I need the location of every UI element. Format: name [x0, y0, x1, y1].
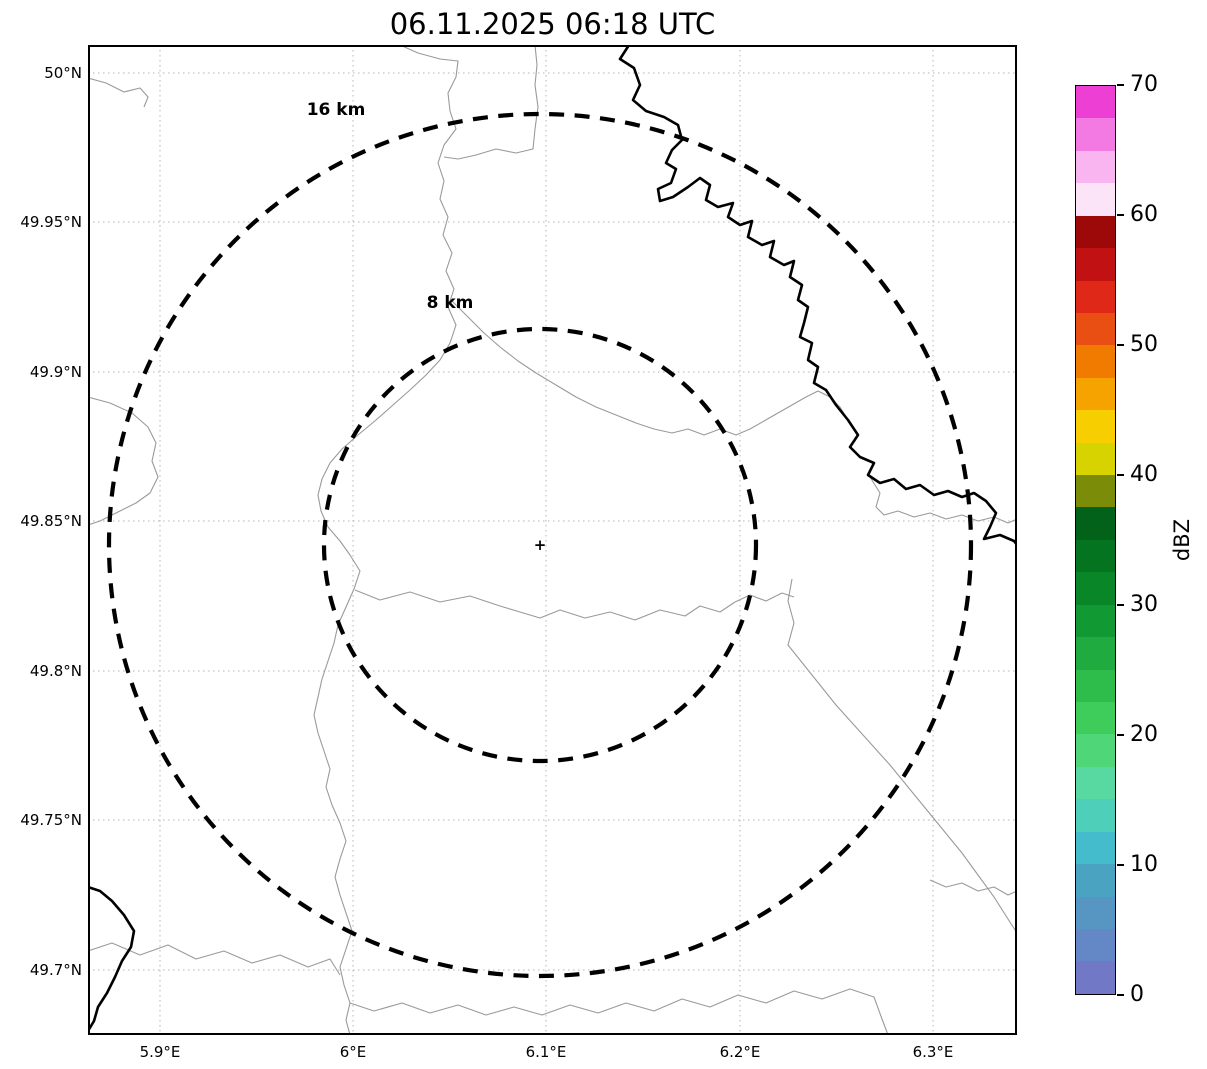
colorbar-axis-label: dBZ: [1158, 85, 1206, 995]
river-lines: [88, 45, 1017, 1033]
colorbar-tick-mark: [1117, 734, 1124, 736]
y-tick-label: 50°N: [44, 64, 82, 82]
boundary-line: [88, 77, 149, 108]
colorbar-tick-label: 10: [1130, 852, 1158, 877]
colorbar-segment: [1076, 377, 1115, 411]
y-tick-label: 49.8°N: [29, 662, 82, 680]
plot-title: 06.11.2025 06:18 UTC: [389, 7, 716, 41]
boundary-line: [443, 45, 539, 160]
x-tick-label: 5.9°E: [139, 1043, 181, 1061]
colorbar-tick-label: 70: [1130, 72, 1158, 97]
colorbar-segment: [1076, 215, 1115, 249]
boundary-line: [450, 299, 849, 436]
colorbar-segment: [1076, 280, 1115, 313]
y-tick-label: 49.85°N: [20, 512, 82, 530]
colorbar-segment: [1076, 572, 1115, 605]
colorbar-segment: [1076, 118, 1115, 151]
gridlines: [88, 45, 1017, 1035]
colorbar-tick-mark: [1117, 84, 1124, 86]
colorbar-axis-label-text: dBZ: [1170, 518, 1194, 562]
colorbar-segment: [1076, 410, 1115, 443]
colorbar-segment: [1076, 183, 1115, 216]
colorbar: [1075, 85, 1116, 995]
colorbar-tick-label: 60: [1130, 202, 1158, 227]
boundary-line: [929, 879, 1017, 896]
colorbar-segment: [1076, 831, 1115, 865]
colorbar-segment: [1076, 86, 1115, 119]
colorbar-segment: [1076, 150, 1115, 184]
colorbar-tick-label: 30: [1130, 592, 1158, 617]
boundary-line: [88, 942, 341, 976]
x-tick-label: 6°E: [339, 1043, 367, 1061]
colorbar-segment: [1076, 507, 1115, 540]
map-plot-area: 16 km 8 km +: [88, 45, 1017, 1035]
colorbar-segment: [1076, 799, 1115, 832]
colorbar-tick-label: 50: [1130, 332, 1158, 357]
y-tick-label: 49.7°N: [29, 961, 82, 979]
colorbar-segment: [1076, 961, 1115, 994]
y-tick-label: 49.95°N: [20, 213, 82, 231]
colorbar-segment: [1076, 475, 1115, 508]
boundary-line: [349, 988, 889, 1035]
x-tick-label: 6.1°E: [525, 1043, 567, 1061]
colorbar-tick-label: 0: [1130, 982, 1144, 1007]
colorbar-tick-label: 20: [1130, 722, 1158, 747]
colorbar-segment: [1076, 896, 1115, 929]
colorbar-segment: [1076, 637, 1115, 670]
colorbar-tick-label: 40: [1130, 462, 1158, 487]
colorbar-segment: [1076, 442, 1115, 476]
colorbar-tick-mark: [1117, 994, 1124, 996]
colorbar-segment: [1076, 312, 1115, 346]
colorbar-segment: [1076, 248, 1115, 281]
colorbar-segment: [1076, 702, 1115, 735]
river-line: [618, 45, 1017, 547]
colorbar-segment: [1076, 766, 1115, 800]
boundary-line: [354, 589, 795, 621]
admin-boundary-lines: [88, 45, 1017, 1035]
boundary-line: [787, 578, 1017, 934]
radar-center-marker: +: [534, 536, 547, 554]
colorbar-tick-mark: [1117, 604, 1124, 606]
range-ring-8km-label: 8 km: [427, 293, 474, 313]
x-tick-label: 6.3°E: [912, 1043, 954, 1061]
colorbar-segment: [1076, 864, 1115, 897]
colorbar-segment: [1076, 669, 1115, 703]
x-tick-label: 6.2°E: [719, 1043, 761, 1061]
boundary-line: [88, 396, 159, 526]
range-ring-16km-label: 16 km: [307, 100, 366, 120]
colorbar-tick-mark: [1117, 474, 1124, 476]
colorbar-tick-mark: [1117, 344, 1124, 346]
range-ring-8km: [321, 326, 759, 764]
river-line: [88, 885, 136, 1033]
colorbar-segment: [1076, 345, 1115, 378]
colorbar-segment: [1076, 928, 1115, 962]
colorbar-tick-mark: [1117, 864, 1124, 866]
y-tick-label: 49.9°N: [29, 363, 82, 381]
colorbar-tick-mark: [1117, 214, 1124, 216]
boundary-line: [313, 45, 459, 1035]
colorbar-segment: [1076, 734, 1115, 767]
colorbar-segment: [1076, 604, 1115, 638]
range-ring-16km: [106, 111, 974, 979]
map-canvas: 16 km 8 km +: [88, 45, 1017, 1035]
colorbar-segment: [1076, 539, 1115, 573]
plot-border: [88, 45, 1017, 1035]
y-tick-label: 49.75°N: [20, 811, 82, 829]
